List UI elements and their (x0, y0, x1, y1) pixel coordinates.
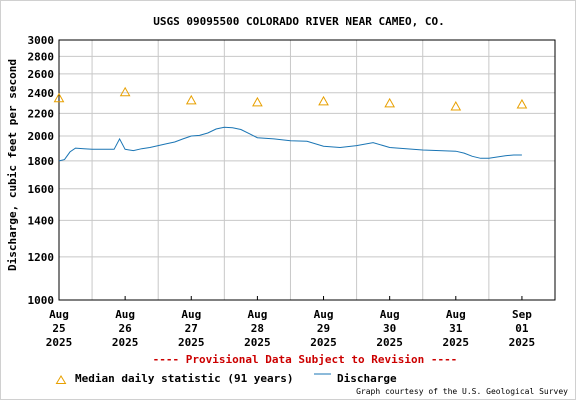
credit-text: Graph courtesy of the U.S. Geological Su… (356, 387, 568, 396)
y-axis-label: Discharge, cubic feet per second (6, 59, 19, 271)
x-tick-label: 26 (119, 322, 133, 335)
x-axis: Aug252025Aug262025Aug272025Aug282025Aug2… (46, 296, 535, 349)
x-tick-label: 2025 (244, 336, 271, 349)
grid (59, 39, 555, 301)
x-tick-label: 2025 (46, 336, 73, 349)
plot-area-border (58, 39, 556, 301)
y-tick-label: 2600 (28, 68, 55, 81)
x-tick-label: 25 (52, 322, 65, 335)
x-tick-label: Aug (181, 308, 201, 321)
median-triangle-point (119, 86, 131, 97)
legend-median-triangle-icon (55, 375, 67, 384)
x-tick-label: 28 (251, 322, 264, 335)
y-tick-label: 2800 (28, 50, 55, 63)
x-tick-label: Sep (512, 308, 532, 321)
x-tick-label: 2025 (376, 336, 403, 349)
x-tick-label: 31 (449, 322, 463, 335)
y-tick-label: 2000 (28, 130, 55, 143)
legend-median-label: Median daily statistic (91 years) (75, 372, 294, 385)
legend: Median daily statistic (91 years) Discha… (55, 372, 397, 385)
legend-discharge-label: Discharge (337, 372, 397, 385)
y-tick-label: 2400 (28, 87, 55, 100)
x-tick-label: 2025 (509, 336, 536, 349)
x-tick-label: Aug (446, 308, 466, 321)
x-tick-label: 2025 (443, 336, 470, 349)
median-triangle-point (318, 95, 329, 106)
x-tick-label: 2025 (112, 336, 139, 349)
x-tick-label: 29 (317, 322, 330, 335)
x-tick-label: 2025 (310, 336, 337, 349)
x-tick-label: 30 (383, 322, 396, 335)
y-tick-label: 1800 (28, 155, 55, 168)
y-tick-label: 1400 (28, 214, 55, 227)
x-tick-label: Aug (115, 308, 135, 321)
median-triangle-point (185, 94, 197, 105)
median-triangle-point (384, 97, 396, 108)
median-triangle-point (516, 98, 528, 109)
y-tick-label: 1600 (28, 183, 55, 196)
x-tick-label: Aug (49, 308, 69, 321)
y-tick-label: 1200 (28, 251, 55, 264)
discharge-line (58, 126, 522, 162)
y-tick-label: 3000 (28, 34, 55, 47)
y-tick-label: 1000 (28, 294, 55, 307)
median-triangle-point (53, 92, 65, 103)
series-area (53, 86, 528, 162)
chart-title: USGS 09095500 COLORADO RIVER NEAR CAMEO,… (153, 15, 444, 28)
x-tick-label: 2025 (178, 336, 205, 349)
y-axis: 1000 1200 1400 1600 1800 2000 2200 2400 2600 2800… (28, 34, 55, 307)
x-tick-label: Aug (314, 308, 334, 321)
provisional-notice: ---- Provisional Data Subject to Revisio… (153, 353, 458, 366)
x-tick-label: Aug (380, 308, 400, 321)
x-tick-label: 27 (185, 322, 198, 335)
x-tick-label: 01 (515, 322, 529, 335)
y-tick-label: 2200 (28, 107, 55, 120)
median-triangle-point (252, 96, 263, 107)
x-tick-label: Aug (247, 308, 267, 321)
median-triangle-point (450, 101, 462, 111)
